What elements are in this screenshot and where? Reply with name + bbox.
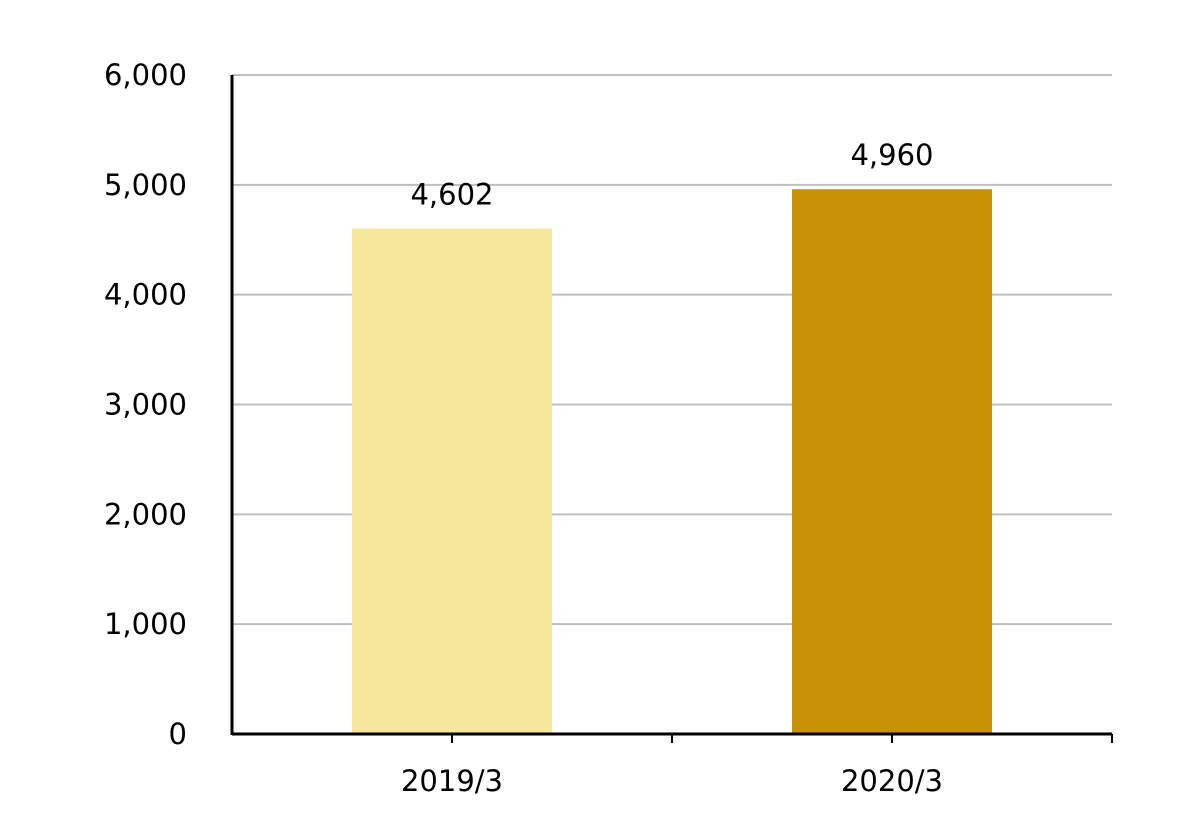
y-tick-label: 6,000 [104,58,187,92]
bars [352,189,992,734]
bar-2020-3 [792,189,992,734]
bar-2019-3 [352,228,552,734]
data-label: 4,960 [850,138,933,172]
y-tick-label: 3,000 [104,388,187,422]
y-tick-label: 5,000 [104,168,187,202]
x-tick-label: 2020/3 [841,764,943,798]
data-label: 4,602 [410,178,493,212]
x-tick-label: 2019/3 [401,764,503,798]
y-tick-label: 1,000 [104,607,187,641]
y-tick-label: 4,000 [104,278,187,312]
y-tick-label: 2,000 [104,497,187,531]
axes [230,75,1113,743]
labels: 4,602 2019/3 4,960 2020/3 0 1,000 2,000 3,000 4,… [104,58,943,798]
y-tick-label: 0 [169,717,187,751]
